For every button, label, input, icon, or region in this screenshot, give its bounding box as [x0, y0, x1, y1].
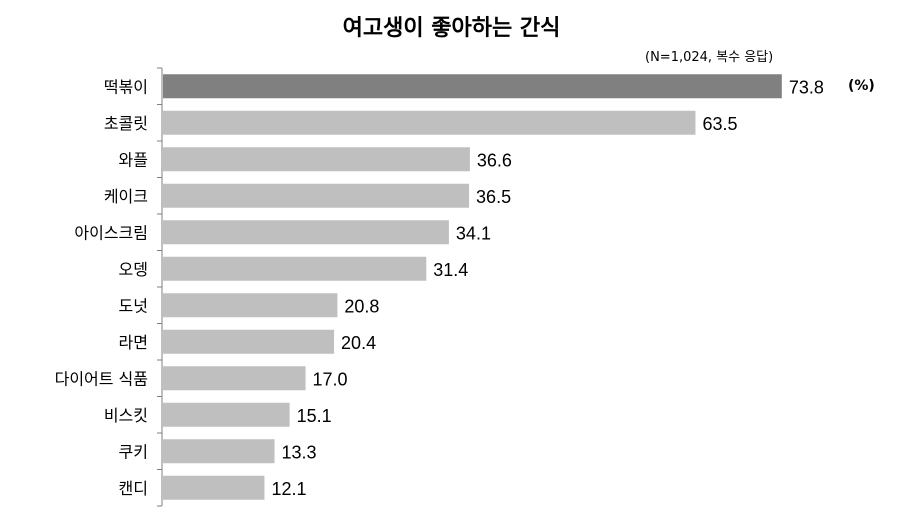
category-label: 와플	[119, 150, 148, 169]
bar	[163, 439, 275, 464]
data-label: 20.8	[344, 296, 379, 316]
chart-subtitle: (N=1,024, 복수 응답)	[645, 50, 774, 65]
bar	[163, 293, 338, 318]
category-label: 다이어트 식품	[55, 369, 148, 388]
bar	[163, 256, 427, 281]
category-label: 아이스크림	[74, 223, 148, 242]
unit-label: (%)	[848, 78, 875, 94]
category-label: 쿠키	[119, 442, 148, 461]
category-label: 캔디	[119, 479, 148, 498]
bar	[163, 74, 782, 99]
data-label: 15.1	[297, 406, 332, 426]
data-label: 13.3	[282, 442, 317, 462]
bar	[163, 402, 290, 427]
category-label: 비스킷	[104, 406, 148, 425]
category-label: 라면	[119, 333, 148, 352]
data-label: 17.0	[313, 369, 348, 389]
data-label: 12.1	[271, 479, 306, 499]
category-label: 오뎅	[119, 260, 148, 279]
bar	[163, 329, 335, 354]
data-label: 34.1	[456, 223, 491, 243]
bar	[163, 147, 470, 172]
data-label: 63.5	[702, 114, 737, 134]
bar	[163, 110, 696, 135]
data-label: 36.6	[477, 150, 512, 170]
category-label: 떡볶이	[104, 77, 148, 96]
category-label: 도넛	[119, 296, 148, 315]
data-label: 20.4	[341, 333, 376, 353]
bar	[163, 366, 306, 391]
category-label: 케이크	[104, 187, 148, 206]
data-label: 31.4	[433, 260, 468, 280]
bar	[163, 475, 265, 500]
bar	[163, 220, 449, 245]
data-label: 73.8	[789, 77, 824, 97]
bar	[163, 183, 470, 208]
chart-title: 여고생이 좋아하는 간식	[342, 16, 561, 41]
data-label: 36.5	[476, 187, 511, 207]
category-label: 초콜릿	[104, 114, 148, 133]
